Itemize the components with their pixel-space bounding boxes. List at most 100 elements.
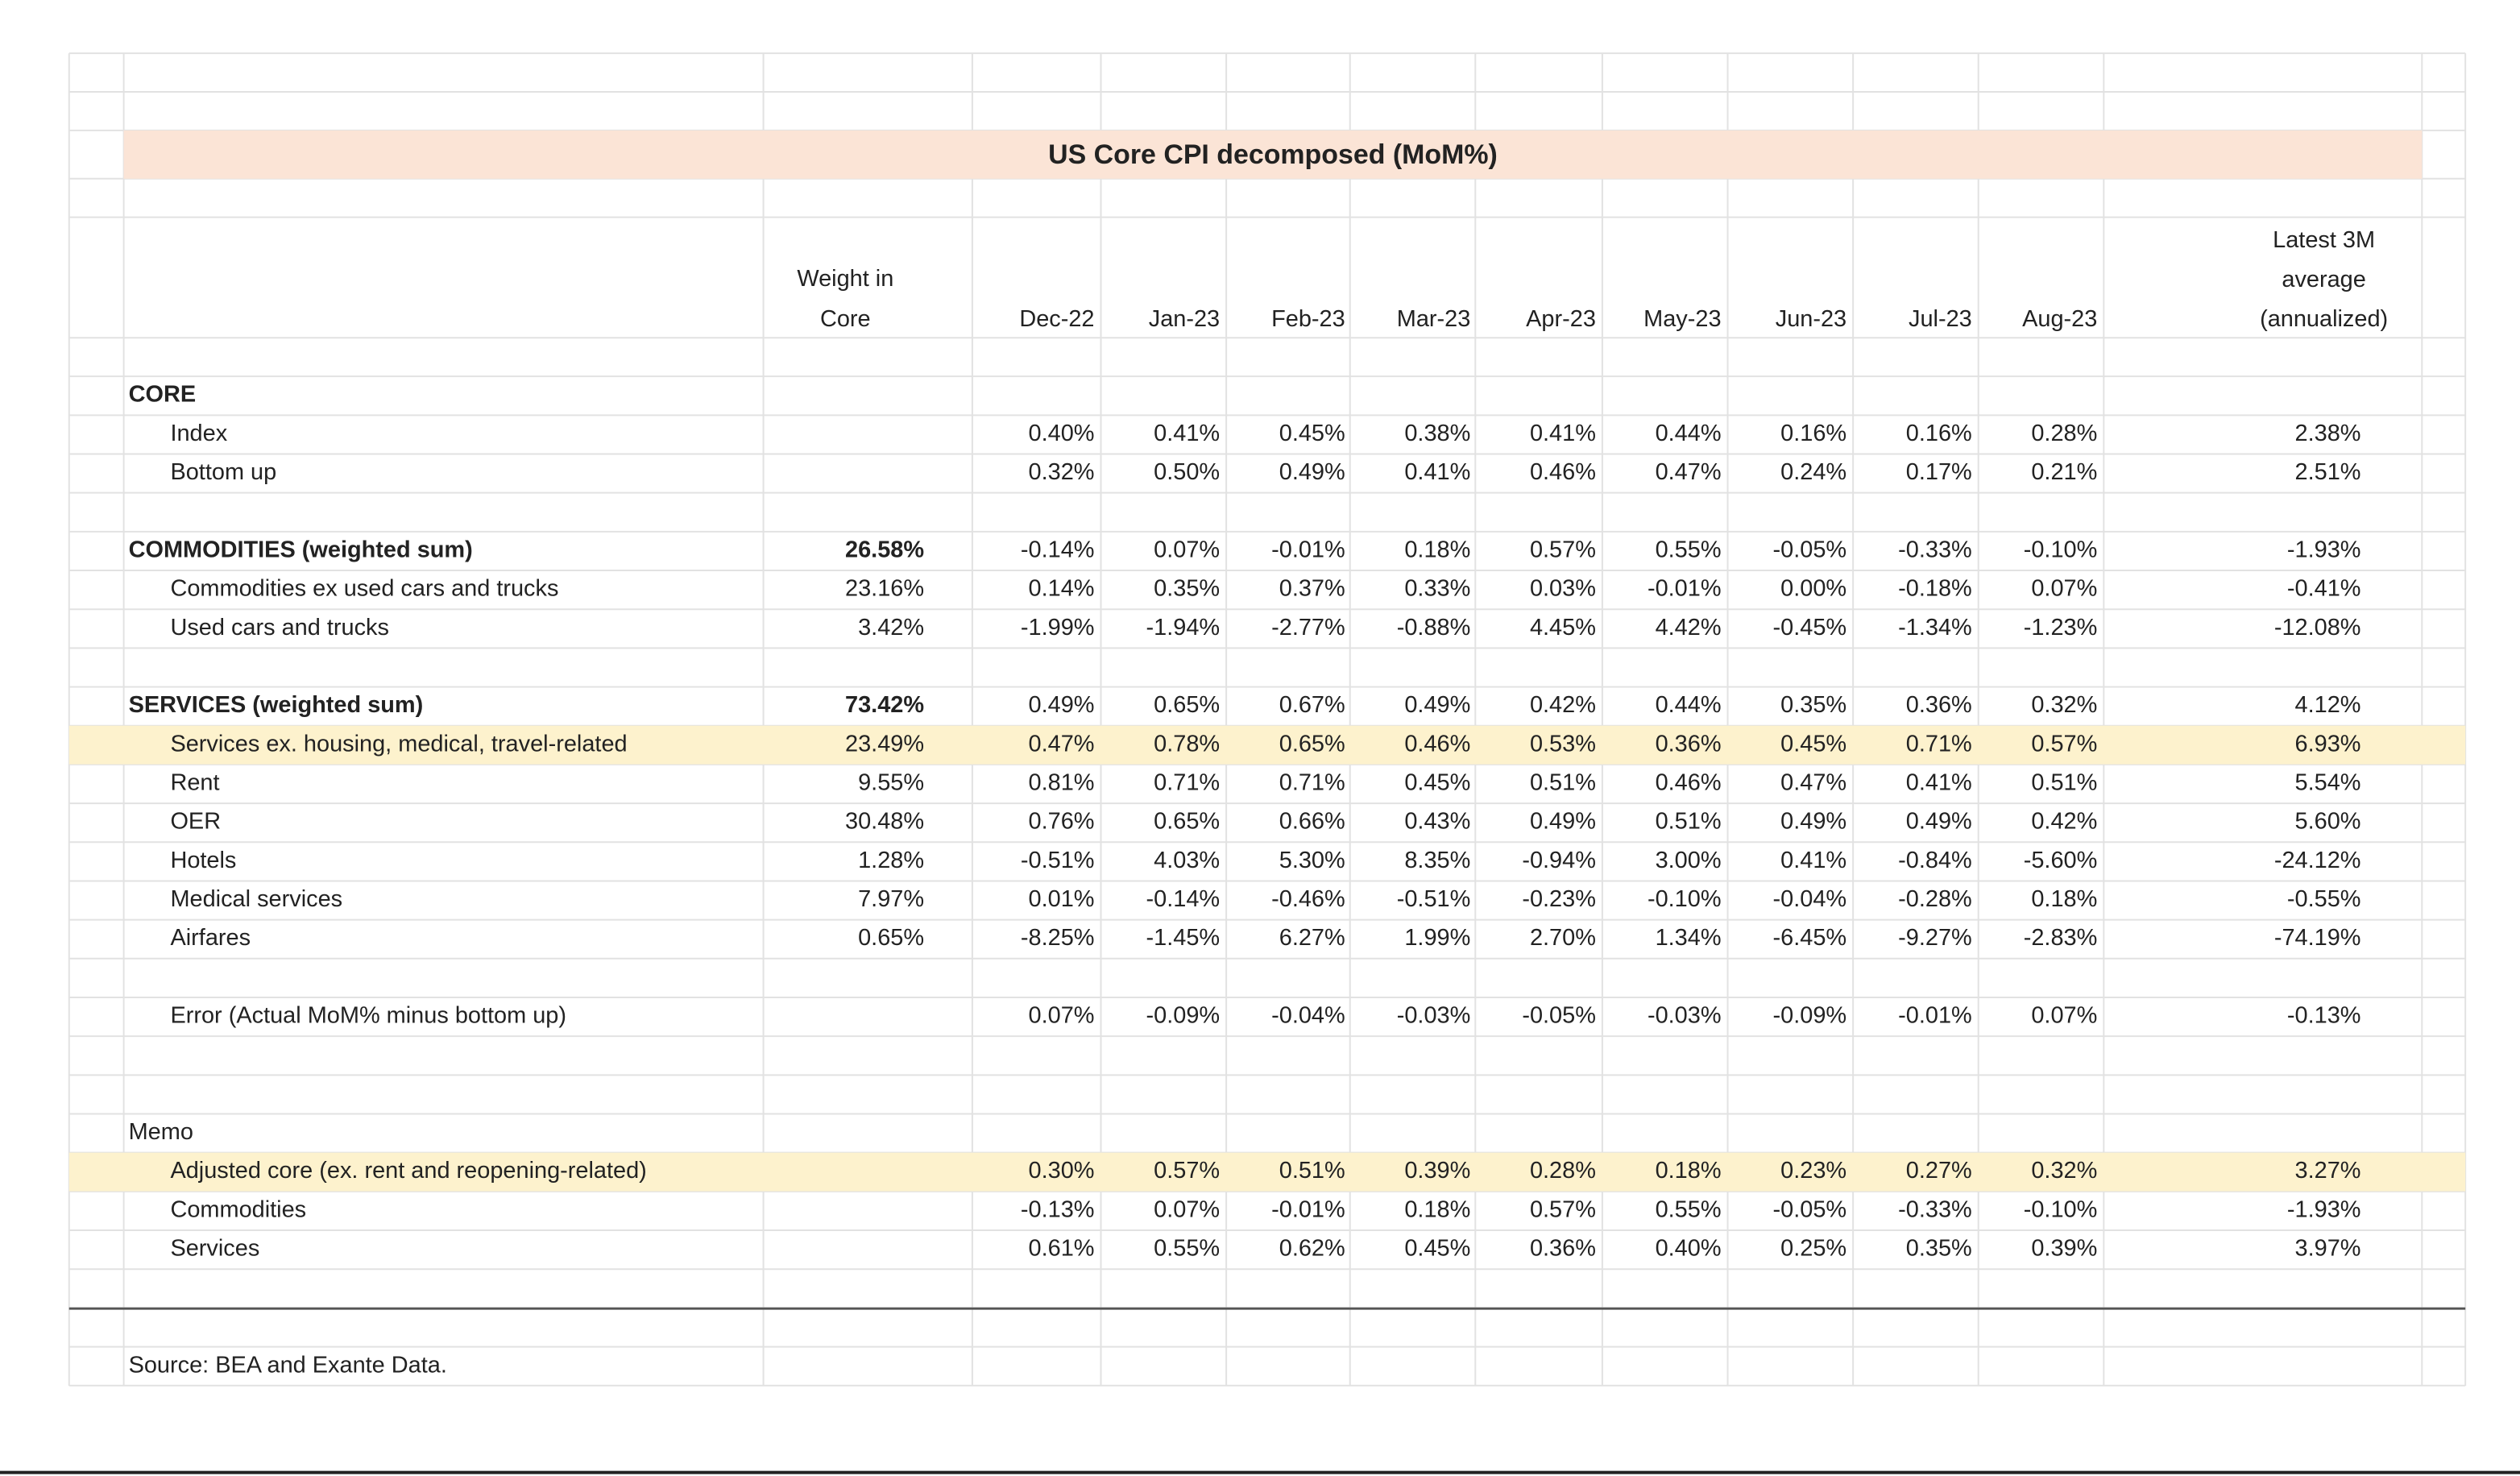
value-cell: -0.01% — [1648, 576, 1722, 602]
value-cell: 0.45% — [1404, 769, 1470, 795]
value-cell: 0.35% — [1906, 1236, 1972, 1262]
value-cell: 0.45% — [1404, 1236, 1470, 1262]
value-cell: -1.99% — [1021, 615, 1095, 641]
value-cell: 0.07% — [1154, 537, 1220, 562]
value-cell: 0.25% — [1780, 1236, 1846, 1262]
value-cell: 0.62% — [1279, 1236, 1345, 1262]
value-cell: 0.07% — [2031, 1003, 2097, 1029]
row-label: Medical services — [170, 886, 342, 912]
value-cell: -0.04% — [1271, 1003, 1345, 1029]
value-cell: 0.57% — [1154, 1158, 1220, 1184]
value-cell: 0.51% — [1279, 1158, 1345, 1184]
weight-cell: 9.55% — [858, 769, 924, 795]
column-header: Jul-23 — [1909, 306, 1972, 332]
value-cell: 0.07% — [2031, 576, 2097, 602]
value-cell: -1.45% — [1146, 925, 1221, 951]
value-cell: -0.04% — [1773, 886, 1847, 912]
value-cell: -0.10% — [1648, 886, 1722, 912]
value-cell: 0.55% — [1154, 1236, 1220, 1262]
value-cell: 0.65% — [1279, 731, 1345, 757]
average-cell: 2.51% — [2295, 459, 2361, 485]
column-header: Apr-23 — [1526, 306, 1596, 332]
column-header: Latest 3M — [2273, 227, 2375, 253]
value-cell: 0.46% — [1656, 769, 1722, 795]
weight-cell: 26.58% — [845, 537, 924, 562]
average-cell: -1.93% — [2287, 537, 2361, 562]
value-cell: 0.71% — [1906, 731, 1972, 757]
value-cell: 3.00% — [1656, 848, 1722, 873]
value-cell: 0.18% — [1404, 1196, 1470, 1222]
weight-cell: 30.48% — [845, 809, 924, 835]
value-cell: -0.84% — [1898, 848, 1972, 873]
value-cell: -0.51% — [1021, 848, 1095, 873]
value-cell: 0.41% — [1530, 421, 1596, 446]
column-header: Core — [820, 306, 871, 332]
column-header: Aug-23 — [2022, 306, 2097, 332]
value-cell: -0.09% — [1146, 1003, 1221, 1029]
row-label: Bottom up — [170, 459, 276, 485]
value-cell: 0.46% — [1404, 731, 1470, 757]
value-cell: 0.28% — [1530, 1158, 1596, 1184]
value-cell: 0.16% — [1780, 421, 1846, 446]
value-cell: 0.53% — [1530, 731, 1596, 757]
value-cell: -0.01% — [1271, 1196, 1345, 1222]
value-cell: 0.67% — [1279, 692, 1345, 718]
value-cell: 0.36% — [1906, 692, 1972, 718]
average-cell: -0.41% — [2287, 576, 2361, 602]
average-cell: 3.27% — [2295, 1158, 2361, 1184]
value-cell: -2.83% — [2024, 925, 2098, 951]
average-cell: -1.93% — [2287, 1196, 2361, 1222]
value-cell: -0.33% — [1898, 537, 1972, 562]
row-label: Rent — [170, 769, 219, 795]
column-header: Weight in — [797, 266, 893, 292]
value-cell: -0.45% — [1773, 615, 1847, 641]
value-cell: 0.32% — [2031, 692, 2097, 718]
row-label: Commodities — [170, 1196, 306, 1222]
value-cell: 0.01% — [1029, 886, 1095, 912]
average-cell: 4.12% — [2295, 692, 2361, 718]
value-cell: 0.57% — [1530, 537, 1596, 562]
value-cell: 0.32% — [1029, 459, 1095, 485]
value-cell: 0.42% — [1530, 692, 1596, 718]
average-cell: -74.19% — [2274, 925, 2361, 951]
row-label: CORE — [129, 382, 197, 408]
value-cell: 0.51% — [2031, 769, 2097, 795]
value-cell: 0.30% — [1029, 1158, 1095, 1184]
value-cell: 0.57% — [1530, 1196, 1596, 1222]
value-cell: 0.55% — [1656, 537, 1722, 562]
value-cell: 0.07% — [1029, 1003, 1095, 1029]
value-cell: 0.66% — [1279, 809, 1345, 835]
value-cell: 0.71% — [1154, 769, 1220, 795]
value-cell: 0.55% — [1656, 1196, 1722, 1222]
value-cell: 0.46% — [1530, 459, 1596, 485]
value-cell: 0.03% — [1530, 576, 1596, 602]
average-cell: 3.97% — [2295, 1236, 2361, 1262]
weight-cell: 23.16% — [845, 576, 924, 602]
value-cell: 0.00% — [1780, 576, 1846, 602]
value-cell: 0.16% — [1906, 421, 1972, 446]
weight-cell: 73.42% — [845, 692, 924, 718]
value-cell: 0.17% — [1906, 459, 1972, 485]
average-cell: -12.08% — [2274, 615, 2361, 641]
value-cell: 0.49% — [1404, 692, 1470, 718]
value-cell: 0.18% — [1404, 537, 1470, 562]
value-cell: -0.03% — [1397, 1003, 1471, 1029]
row-label: Services — [170, 1236, 259, 1262]
value-cell: 0.32% — [2031, 1158, 2097, 1184]
row-highlight — [68, 725, 2466, 765]
value-cell: 0.18% — [2031, 886, 2097, 912]
value-cell: 0.28% — [2031, 421, 2097, 446]
row-label: Hotels — [170, 848, 236, 873]
value-cell: 0.45% — [1780, 731, 1846, 757]
value-cell: 4.45% — [1530, 615, 1596, 641]
value-cell: 0.41% — [1780, 848, 1846, 873]
value-cell: -2.77% — [1271, 615, 1345, 641]
value-cell: 0.49% — [1279, 459, 1345, 485]
value-cell: 0.14% — [1029, 576, 1095, 602]
value-cell: 0.43% — [1404, 809, 1470, 835]
value-cell: 0.47% — [1656, 459, 1722, 485]
title-band — [123, 130, 2423, 179]
value-cell: 0.37% — [1279, 576, 1345, 602]
value-cell: 0.61% — [1029, 1236, 1095, 1262]
value-cell: 8.35% — [1404, 848, 1470, 873]
